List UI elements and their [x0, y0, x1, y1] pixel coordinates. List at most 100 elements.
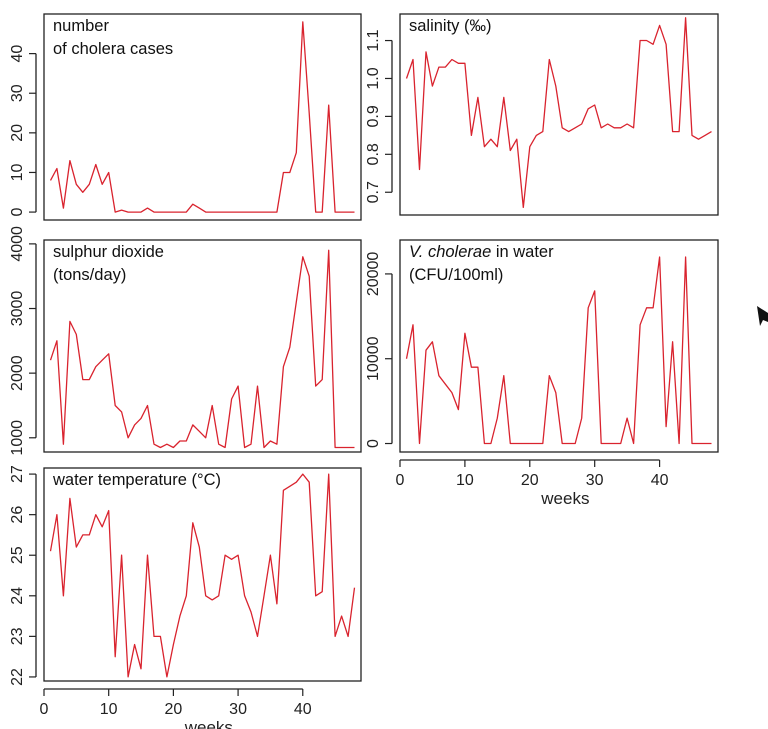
x-tick-label-vcholerae: 20 — [521, 472, 539, 489]
series-line-cholera — [49, 21, 355, 213]
data-point-sulphur — [288, 346, 291, 349]
data-point-cholera — [230, 211, 233, 214]
data-point-salinity — [606, 123, 609, 126]
data-point-cholera — [347, 211, 350, 214]
data-point-salinity — [691, 134, 694, 137]
data-point-cholera — [165, 211, 168, 214]
data-point-salinity — [522, 206, 525, 209]
data-point-sulphur — [81, 378, 84, 381]
data-point-cholera — [178, 211, 181, 214]
data-point-cholera — [224, 211, 227, 214]
data-point-cholera — [314, 211, 317, 214]
data-point-cholera — [88, 183, 91, 186]
data-point-sulphur — [101, 359, 104, 362]
data-point-sulphur — [120, 410, 123, 413]
data-point-salinity — [652, 43, 655, 46]
data-point-watertemp — [146, 554, 149, 557]
data-point-watertemp — [275, 602, 278, 605]
data-point-sulphur — [321, 378, 324, 381]
data-point-sulphur — [94, 365, 97, 368]
data-point-watertemp — [230, 558, 233, 561]
data-point-vcholerae — [405, 357, 408, 360]
x-tick-label-watertemp: 40 — [294, 701, 312, 718]
data-point-cholera — [327, 104, 330, 107]
panel-title-cholera: number — [53, 17, 109, 35]
data-point-salinity — [619, 126, 622, 129]
data-point-sulphur — [68, 320, 71, 323]
data-point-vcholerae — [476, 366, 479, 369]
y-tick-label-cholera: 10 — [9, 163, 26, 181]
panel-vcholerae: 0 10000 20000 0 10 20 30 40 weeks V. cholerae in … — [365, 239, 719, 508]
data-point-cholera — [172, 211, 175, 214]
data-point-vcholerae — [509, 442, 512, 445]
series-line-sulphur — [49, 249, 355, 449]
data-point-salinity — [678, 130, 681, 133]
data-point-salinity — [671, 130, 674, 133]
panel-title-watertemp: water temperature (°C) — [52, 471, 221, 489]
data-point-salinity — [593, 104, 596, 107]
x-tick-label-vcholerae: 0 — [396, 472, 405, 489]
data-point-vcholerae — [457, 408, 460, 411]
data-point-vcholerae — [658, 256, 661, 259]
data-point-watertemp — [314, 594, 317, 597]
data-point-sulphur — [237, 385, 240, 388]
data-point-watertemp — [308, 481, 311, 484]
data-point-vcholerae — [697, 442, 700, 445]
series-line-vcholerae — [405, 256, 712, 445]
data-point-vcholerae — [645, 306, 648, 309]
data-point-cholera — [250, 211, 253, 214]
data-point-watertemp — [81, 533, 84, 536]
panel-title-rest-vcholerae: in water — [491, 243, 554, 261]
y-tick-label-salinity: 0.8 — [365, 143, 382, 165]
data-point-watertemp — [263, 594, 266, 597]
data-point-vcholerae — [691, 442, 694, 445]
data-point-sulphur — [250, 443, 253, 446]
data-point-salinity — [483, 145, 486, 148]
data-point-sulphur — [347, 446, 350, 449]
data-point-sulphur — [172, 446, 175, 449]
data-point-cholera — [263, 211, 266, 214]
data-point-vcholerae — [450, 391, 453, 394]
data-point-vcholerae — [593, 289, 596, 292]
data-point-salinity — [613, 126, 616, 129]
data-point-vcholerae — [678, 442, 681, 445]
data-point-salinity — [450, 58, 453, 61]
data-point-vcholerae — [463, 332, 466, 335]
data-point-salinity — [541, 130, 544, 133]
data-point-cholera — [204, 211, 207, 214]
data-point-cholera — [256, 211, 259, 214]
data-point-salinity — [405, 77, 408, 80]
data-point-sulphur — [295, 301, 298, 304]
data-point-vcholerae — [554, 391, 557, 394]
data-point-sulphur — [211, 404, 214, 407]
data-point-salinity — [548, 58, 551, 61]
data-point-vcholerae — [613, 442, 616, 445]
data-point-watertemp — [347, 635, 350, 638]
y-tick-label-vcholerae: 10000 — [365, 336, 382, 381]
data-point-cholera — [101, 183, 104, 186]
data-point-watertemp — [301, 473, 304, 476]
data-point-salinity — [535, 134, 538, 137]
data-point-sulphur — [159, 446, 162, 449]
cursor-pointer-icon — [757, 306, 768, 326]
data-point-sulphur — [107, 352, 110, 355]
data-point-salinity — [496, 145, 499, 148]
data-point-salinity — [489, 138, 492, 141]
data-point-watertemp — [107, 509, 110, 512]
data-point-cholera — [75, 183, 78, 186]
data-point-vcholerae — [535, 442, 538, 445]
y-tick-label-watertemp: 27 — [9, 465, 26, 483]
data-point-salinity — [476, 96, 479, 99]
data-point-vcholerae — [425, 349, 428, 352]
data-point-salinity — [463, 62, 466, 65]
data-point-salinity — [457, 62, 460, 65]
y-tick-label-watertemp: 26 — [9, 506, 26, 524]
data-point-vcholerae — [619, 442, 622, 445]
y-tick-label-watertemp: 25 — [9, 546, 26, 564]
data-point-watertemp — [165, 675, 168, 678]
data-point-sulphur — [353, 446, 356, 449]
plot-frame-watertemp — [43, 467, 362, 682]
data-point-vcholerae — [632, 442, 635, 445]
data-point-sulphur — [275, 443, 278, 446]
